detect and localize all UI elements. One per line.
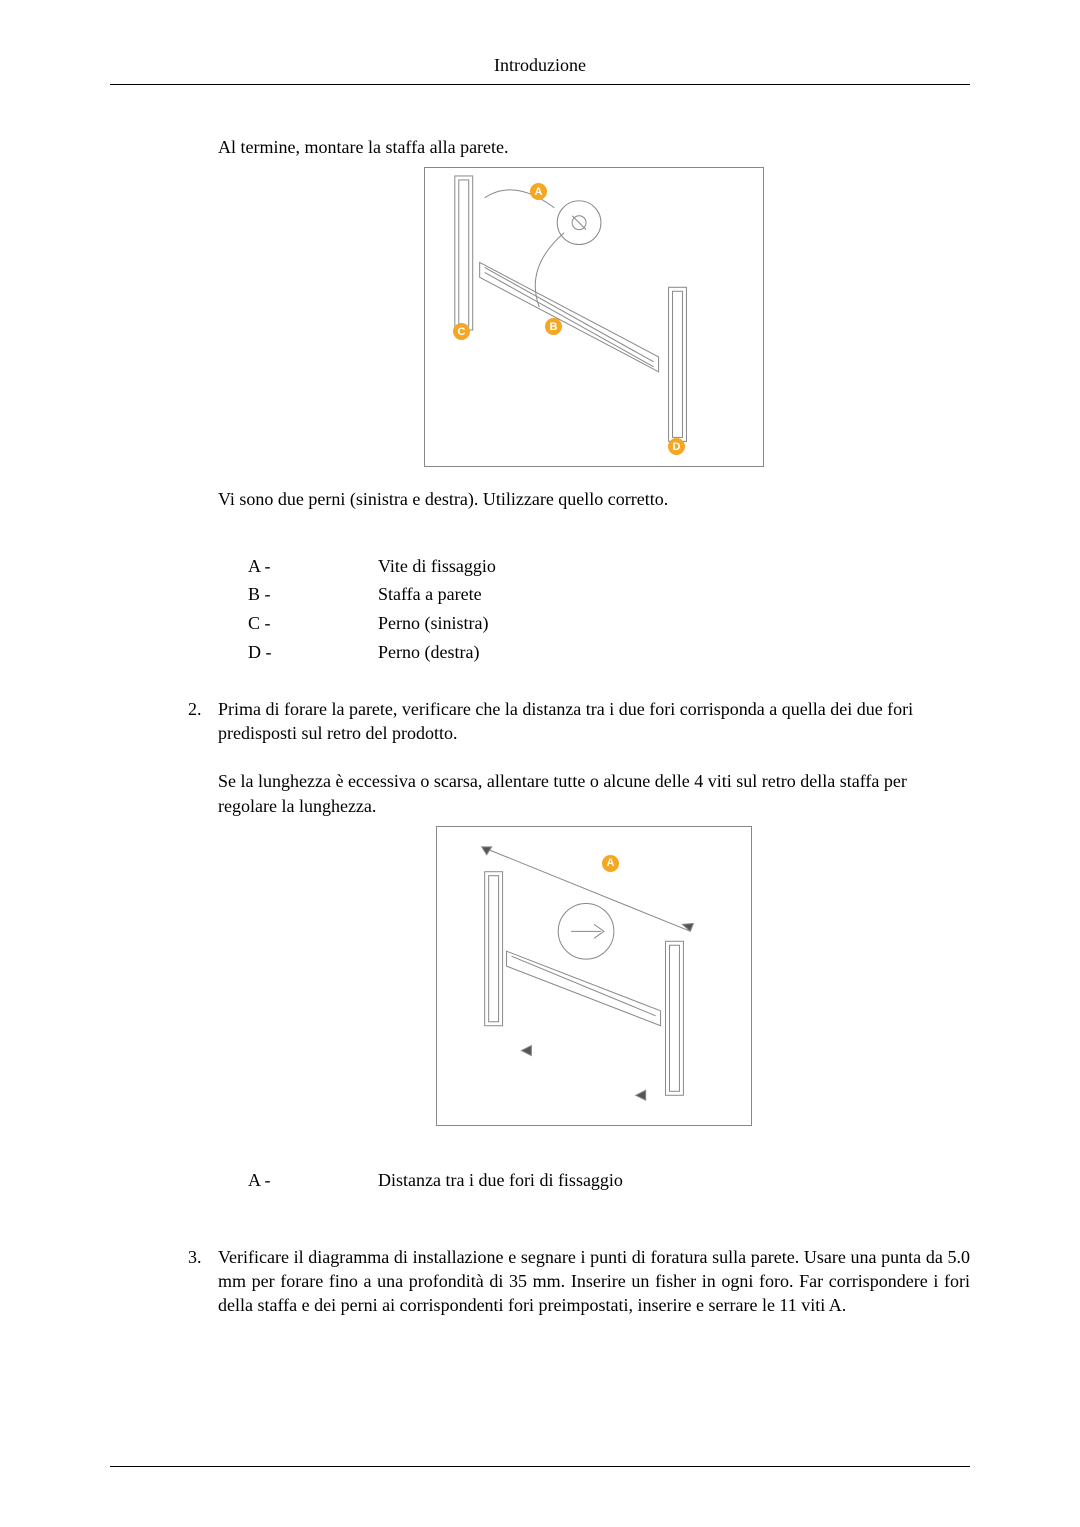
intro-paragraph: Al termine, montare la staffa alla paret… (218, 135, 970, 159)
legend-val: Staffa a parete (378, 580, 970, 609)
legend-key: B - (248, 580, 378, 609)
step-number: 3. (188, 1245, 218, 1326)
legend-key: A - (248, 1166, 378, 1195)
bracket-distance-sketch-icon (437, 827, 751, 1125)
step3-para1: Verificare il diagramma di installazione… (218, 1245, 970, 1318)
legend-row: A - Distanza tra i due fori di fissaggio (248, 1166, 970, 1195)
legend-1: A - Vite di fissaggio B - Staffa a paret… (218, 552, 970, 667)
legend-2: A - Distanza tra i due fori di fissaggio (218, 1166, 970, 1195)
legend-row: D - Perno (destra) (248, 638, 970, 667)
legend-key: C - (248, 609, 378, 638)
footer-rule (110, 1466, 970, 1467)
step-2: 2. Prima di forare la parete, verificare… (218, 697, 970, 1225)
legend-val: Vite di fissaggio (378, 552, 970, 581)
step-number: 2. (188, 697, 218, 1225)
legend-row: A - Vite di fissaggio (248, 552, 970, 581)
step2-para2: Se la lunghezza è eccessiva o scarsa, al… (218, 769, 970, 818)
legend-key: D - (248, 638, 378, 667)
legend-row: B - Staffa a parete (248, 580, 970, 609)
page-header: Introduzione (110, 55, 970, 85)
diagram-2: A (436, 826, 752, 1126)
legend-key: A - (248, 552, 378, 581)
legend-val: Distanza tra i due fori di fissaggio (378, 1166, 970, 1195)
content-area: Al termine, montare la staffa alla paret… (110, 135, 970, 1326)
step2-para1: Prima di forare la parete, verificare ch… (218, 697, 970, 746)
legend-val: Perno (destra) (378, 638, 970, 667)
legend-row: C - Perno (sinistra) (248, 609, 970, 638)
legend-val: Perno (sinistra) (378, 609, 970, 638)
step-3: 3. Verificare il diagramma di installazi… (218, 1245, 970, 1326)
callout-a2-icon: A (602, 855, 619, 872)
diagram-1: A B C D (424, 167, 764, 467)
bracket-sketch-icon (425, 168, 763, 466)
after-diagram1-paragraph: Vi sono due perni (sinistra e destra). U… (218, 487, 970, 511)
